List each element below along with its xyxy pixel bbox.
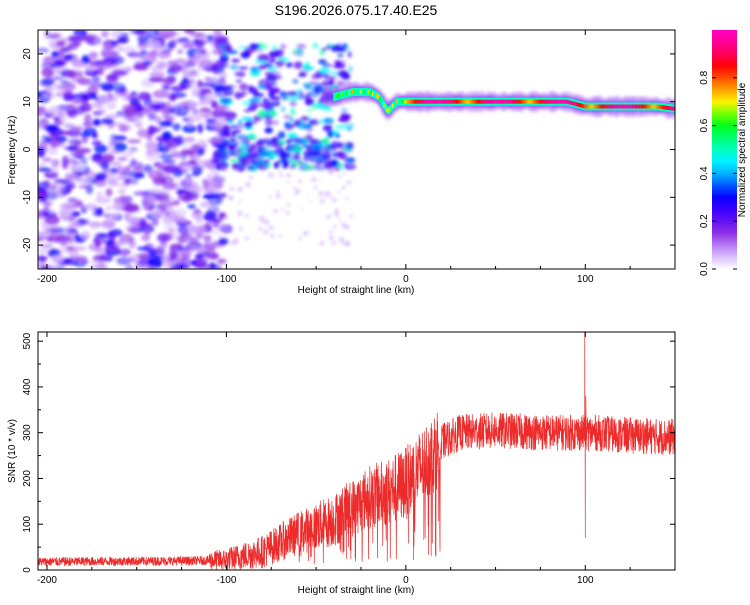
spectrogram-y-tick-label: 0 [22,146,33,152]
spectrogram-ridge [321,81,675,121]
spectrogram-x-tick-label: 100 [577,274,594,285]
snr-y-tick-label: 500 [22,332,33,349]
colorbar-tick-label: 0.8 [699,70,710,84]
colorbar-label: Normalized spectral amplitude [737,82,748,217]
snr-x-tick-label: 100 [577,575,594,586]
colorbar-ticks: 0.0 0.2 0.4 0.6 0.8 [699,70,737,276]
spectrogram-area [38,30,675,269]
spectrogram-y-tick-label: -20 [22,237,33,252]
spectrogram-x-tick-label: 0 [403,274,409,285]
snr-panel: -200 -100 0 100 0 100 200 300 400 500 Height of s… [7,331,676,596]
colorbar-tick-label: 0.2 [699,214,710,228]
spectrogram-x-tick-label: -100 [216,274,236,285]
spectrogram-y-tick-label: 20 [22,48,33,60]
snr-x-tick-label: 0 [403,575,409,586]
colorbar: 0.0 0.2 0.4 0.6 0.8 Normalized spectral ampl… [699,30,748,276]
spectrogram-y-axis-label: Frequency (Hz) [7,116,18,185]
spectrogram-noise [38,30,356,269]
spectrogram-y-tick-label: -10 [22,190,33,205]
snr-plot-area [38,332,675,570]
colorbar-tick-label: 0.4 [699,166,710,180]
snr-x-axis-label: Height of straight line (km) [298,585,415,596]
colorbar-tick-label: 0.6 [699,118,710,132]
snr-x-tick-label: -200 [37,575,57,586]
snr-series-line [38,332,675,570]
snr-frame [37,331,676,571]
snr-y-tick-label: 100 [22,515,33,532]
snr-y-tick-label: 300 [22,424,33,441]
spectrogram-x-tick-label: -200 [37,274,57,285]
snr-y-tick-label: 400 [22,378,33,395]
figure-title: S196.2026.075.17.40.E25 [275,2,438,18]
spectrogram-x-axis-label: Height of straight line (km) [298,285,415,296]
snr-y-tick-label: 0 [22,567,33,573]
snr-y-axis-label: SNR (10 * v/v) [7,419,18,483]
colorbar-tick-label: 0.0 [699,262,710,276]
colorbar-scale [712,30,737,269]
snr-x-tick-label: -100 [216,575,236,586]
snr-ticks: -200 -100 0 100 0 100 200 300 400 500 [22,332,676,586]
snr-y-tick-label: 200 [22,470,33,487]
spectrogram-y-tick-label: 10 [22,96,33,108]
